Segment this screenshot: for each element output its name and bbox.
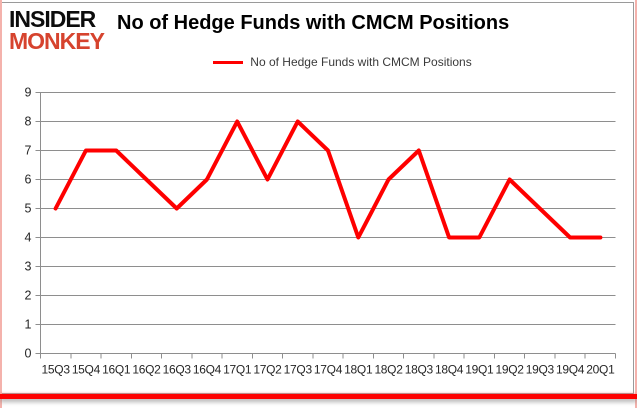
y-axis-label: 4 (25, 231, 32, 245)
y-axis-label: 6 (25, 173, 32, 187)
right-pink-edge (635, 0, 637, 408)
legend-line-swatch (213, 60, 244, 64)
x-axis-label: 17Q3 (284, 363, 313, 377)
legend-label: No of Hedge Funds with CMCM Positions (250, 55, 472, 69)
x-axis-label: 18Q4 (435, 363, 464, 377)
insider-monkey-logo: INSIDER MONKEY (9, 6, 105, 54)
y-axis-label: 9 (25, 86, 32, 100)
x-axis-label: 18Q2 (374, 363, 403, 377)
logo-line-monkey: MONKEY (9, 28, 105, 54)
y-axis-label: 1 (25, 318, 32, 332)
x-axis-label: 19Q4 (556, 363, 585, 377)
x-axis-label: 17Q1 (223, 363, 252, 377)
y-axis-label: 0 (25, 347, 32, 361)
x-axis-label: 18Q1 (344, 363, 373, 377)
y-axis-label: 5 (25, 202, 32, 216)
y-axis-label: 7 (25, 144, 32, 158)
y-axis-label: 3 (25, 260, 32, 274)
x-axis-label: 20Q1 (586, 363, 615, 377)
x-axis-label: 17Q2 (253, 363, 282, 377)
x-axis-label: 15Q4 (72, 363, 101, 377)
x-axis-label: 16Q4 (193, 363, 222, 377)
x-axis-label: 16Q1 (102, 363, 131, 377)
y-axis-label: 2 (25, 289, 32, 303)
x-axis-label: 18Q3 (405, 363, 434, 377)
x-axis-label: 16Q3 (163, 363, 192, 377)
bottom-red-bar (0, 394, 637, 399)
x-axis-label: 15Q3 (42, 363, 71, 377)
x-axis-label: 19Q2 (496, 363, 525, 377)
legend: No of Hedge Funds with CMCM Positions (0, 55, 637, 69)
logo-line-insider: INSIDER (9, 6, 96, 32)
series-line (53, 119, 603, 240)
y-axis-label: 8 (25, 115, 32, 129)
left-pink-edge (0, 0, 2, 408)
x-axis-label: 19Q3 (526, 363, 555, 377)
chart-title: No of Hedge Funds with CMCM Positions (117, 12, 510, 34)
x-axis-label: 19Q1 (465, 363, 494, 377)
x-axis-label: 16Q2 (132, 363, 161, 377)
x-axis-label: 17Q4 (314, 363, 343, 377)
